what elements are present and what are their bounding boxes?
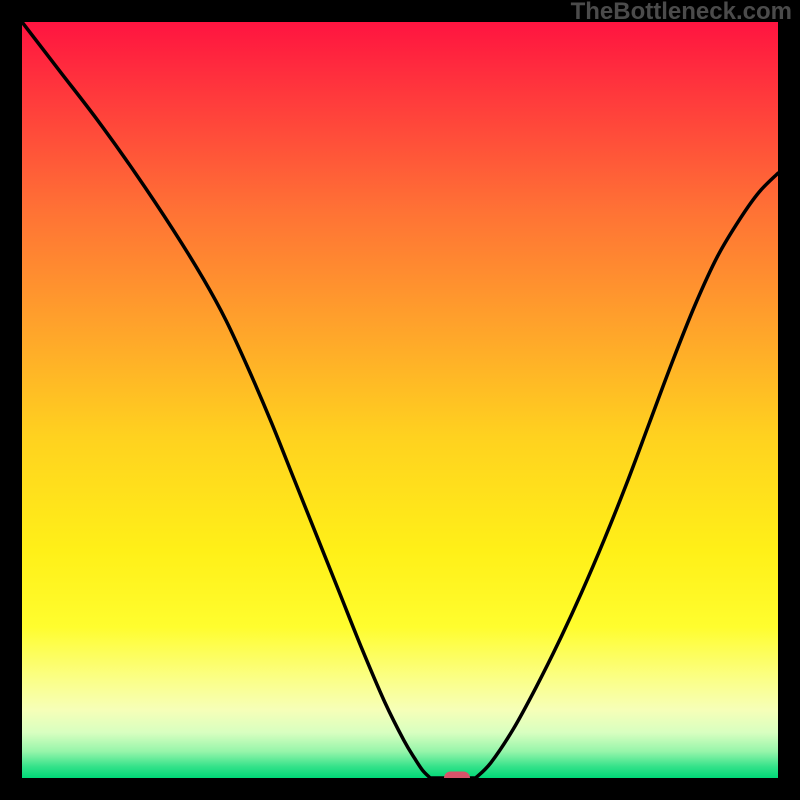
curve-layer: [22, 22, 778, 778]
watermark-text: TheBottleneck.com: [571, 0, 792, 26]
plot-area: [22, 22, 778, 778]
min-marker: [444, 772, 470, 779]
chart-frame: [0, 0, 800, 800]
bottleneck-curve: [22, 22, 778, 778]
